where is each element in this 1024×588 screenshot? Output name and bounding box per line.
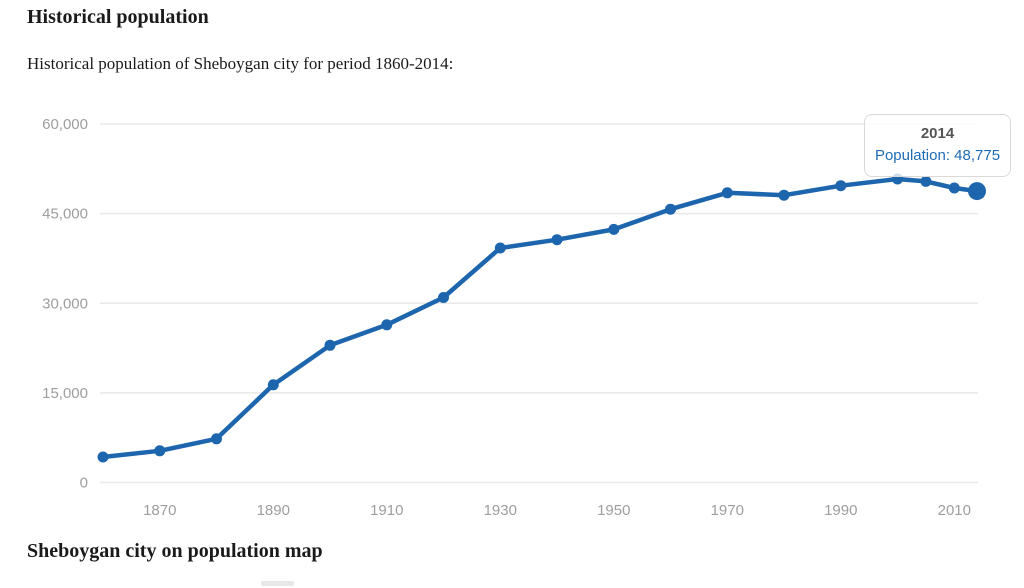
page-title: Historical population — [27, 6, 209, 28]
data-point-marker[interactable] — [438, 292, 449, 303]
tooltip-value: Population: 48,775 — [874, 147, 1001, 164]
map-section-heading: Sheboygan city on population map — [27, 540, 323, 562]
data-point-marker[interactable] — [608, 223, 620, 235]
data-point-marker[interactable] — [778, 189, 790, 201]
y-axis-label: 0 — [80, 475, 88, 492]
data-point-marker[interactable] — [948, 182, 960, 194]
x-axis-label: 1870 — [143, 502, 176, 519]
y-axis-label: 45,000 — [42, 206, 88, 223]
y-axis-label: 60,000 — [42, 116, 88, 133]
data-point-marker[interactable] — [551, 234, 563, 246]
data-point-marker[interactable] — [211, 433, 222, 445]
data-point-marker[interactable] — [665, 203, 676, 215]
data-point-marker[interactable] — [381, 319, 393, 331]
data-point-markers — [97, 173, 986, 463]
chart-tooltip: 2014 Population: 48,775 — [864, 114, 1011, 177]
page-subtitle: Historical population of Sheboygan city … — [27, 54, 454, 73]
data-point-marker[interactable] — [154, 445, 166, 457]
x-axis-label: 1910 — [370, 502, 403, 519]
y-axis-labels: 0 15,000 30,000 45,000 60,000 — [42, 116, 88, 492]
x-axis-labels: 1870 1890 1910 1930 1950 1970 1990 2010 — [143, 502, 971, 519]
data-point-marker[interactable] — [494, 242, 506, 254]
x-axis-label: 1930 — [484, 502, 517, 519]
tooltip-year: 2014 — [920, 125, 955, 142]
gridlines — [100, 123, 978, 484]
data-point-marker[interactable] — [920, 175, 932, 187]
data-point-marker[interactable] — [721, 187, 733, 199]
y-axis-label: 30,000 — [42, 295, 88, 312]
highlighted-data-point[interactable] — [968, 182, 986, 201]
data-point-marker[interactable] — [97, 451, 109, 463]
x-axis-label: 2010 — [938, 502, 971, 519]
clipped-content-fragment — [261, 581, 294, 586]
x-axis-label: 1950 — [597, 502, 630, 519]
y-axis-label: 15,000 — [42, 385, 88, 402]
population-series-line — [100, 176, 980, 460]
x-axis-label: 1970 — [711, 502, 744, 519]
data-point-marker[interactable] — [324, 339, 336, 351]
data-point-marker[interactable] — [267, 379, 279, 391]
x-axis-label: 1890 — [257, 502, 290, 519]
data-point-marker[interactable] — [835, 180, 847, 192]
x-axis-label: 1990 — [824, 502, 857, 519]
